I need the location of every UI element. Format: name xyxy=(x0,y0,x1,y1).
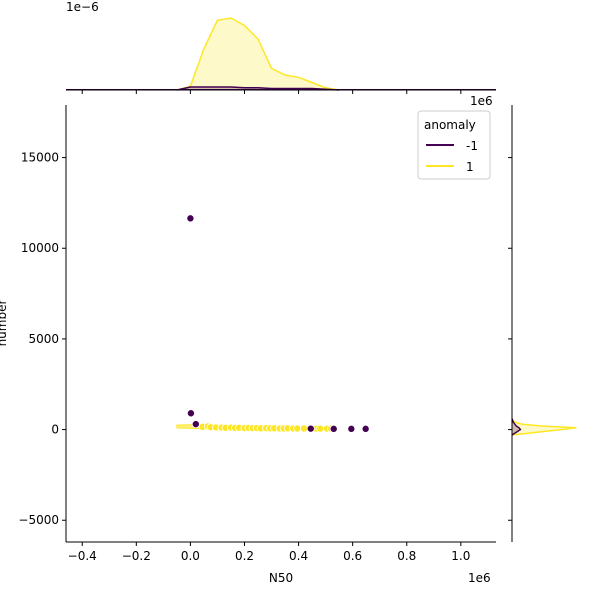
y-tick-label: 10000 xyxy=(21,241,59,255)
y-axis-label: number xyxy=(0,300,9,347)
x-tick-label: 0.4 xyxy=(289,549,308,563)
top-marginal-x-ticks xyxy=(81,90,462,94)
legend-label-1: 1 xyxy=(466,160,474,174)
y-tick-label: 0 xyxy=(51,423,59,437)
scatter-point-series-1 xyxy=(316,424,325,433)
legend: anomaly -1 1 xyxy=(417,110,491,180)
scatter-point-series-minus1 xyxy=(329,424,338,433)
legend-label-minus1: -1 xyxy=(466,139,478,153)
y-axis-ticks: −5000 0 5000 10000 15000 xyxy=(18,151,66,527)
y-tick-label: −5000 xyxy=(18,513,59,527)
scatter-point-series-1 xyxy=(299,424,308,433)
right-marginal-panel: 1e6 xyxy=(470,94,577,542)
y-tick-label: 15000 xyxy=(21,151,59,165)
top-kde-fill-series-1 xyxy=(176,18,340,90)
right-kde-line-series-minus1 xyxy=(511,418,522,436)
x-axis-label: N50 xyxy=(269,571,293,585)
legend-title: anomaly xyxy=(424,118,476,132)
scatter-point-series-minus1 xyxy=(361,424,370,433)
scatter-point-series-minus1 xyxy=(191,420,200,429)
x-tick-label: 0.6 xyxy=(343,549,362,563)
x-tick-label: 0.8 xyxy=(397,549,416,563)
scatter-points-layer xyxy=(176,214,370,433)
top-kde-line-series-1 xyxy=(176,17,340,91)
x-tick-label: 0.2 xyxy=(235,549,254,563)
x-tick-label: 0.0 xyxy=(181,549,200,563)
top-marginal-kde-layer xyxy=(66,17,496,91)
top-marginal-offset-label: 1e−6 xyxy=(66,0,99,14)
top-marginal-panel: 1e−6 xyxy=(66,0,496,94)
y-tick-label: 5000 xyxy=(28,332,59,346)
x-axis-ticks: −0.4 −0.2 0.0 0.2 0.4 0.6 0.8 1.0 xyxy=(68,542,470,563)
main-scatter-axes: −0.4 −0.2 0.0 0.2 0.4 0.6 0.8 1.0 −5000 0 5000 100… xyxy=(0,105,496,585)
scatter-point-series-minus1 xyxy=(306,424,315,433)
scatter-point-series-1 xyxy=(293,424,302,433)
x-tick-label: 1.0 xyxy=(451,549,470,563)
scatter-point-series-minus1 xyxy=(347,424,356,433)
top-kde-line-series-minus1 xyxy=(176,86,340,91)
x-tick-label: −0.2 xyxy=(122,549,151,563)
right-marginal-y-ticks xyxy=(508,157,512,521)
scatter-point-series-minus1 xyxy=(186,409,195,418)
right-marginal-offset-label: 1e6 xyxy=(470,94,493,108)
right-marginal-kde-layer xyxy=(511,418,577,436)
scatter-point-series-minus1 xyxy=(186,214,195,223)
x-axis-offset-label: 1e6 xyxy=(468,571,491,585)
x-tick-label: −0.4 xyxy=(68,549,97,563)
